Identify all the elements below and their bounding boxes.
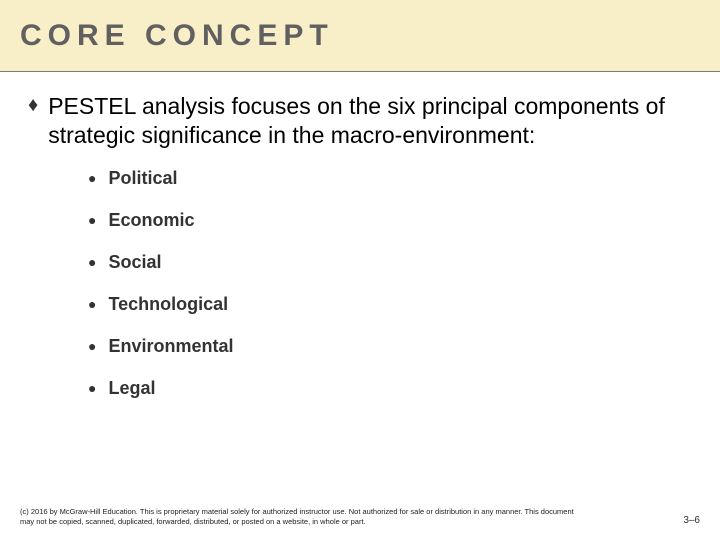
main-text: PESTEL analysis focuses on the six princ… (48, 92, 684, 150)
list-item: ● Political (88, 168, 684, 189)
dot-bullet-icon: ● (88, 254, 96, 270)
footer: (c) 2016 by McGraw-Hill Education. This … (20, 507, 700, 526)
dot-bullet-icon: ● (88, 212, 96, 228)
sub-label: Economic (108, 210, 194, 231)
dot-bullet-icon: ● (88, 296, 96, 312)
list-item: ● Technological (88, 294, 684, 315)
page-number: 3–6 (683, 515, 700, 526)
sub-label: Technological (108, 294, 228, 315)
dot-bullet-icon: ● (88, 380, 96, 396)
diamond-bullet-icon: ♦ (28, 92, 38, 118)
copyright-text: (c) 2016 by McGraw-Hill Education. This … (20, 507, 580, 526)
content-area: ♦ PESTEL analysis focuses on the six pri… (0, 72, 720, 399)
slide-title: CORE CONCEPT (20, 19, 334, 53)
sub-label: Political (108, 168, 177, 189)
list-item: ● Economic (88, 210, 684, 231)
list-item: ● Social (88, 252, 684, 273)
sub-list: ● Political ● Economic ● Social ● Techno… (54, 168, 684, 399)
sub-label: Environmental (108, 336, 233, 357)
header-band: CORE CONCEPT (0, 0, 720, 72)
dot-bullet-icon: ● (88, 338, 96, 354)
list-item: ● Legal (88, 378, 684, 399)
main-bullet-row: ♦ PESTEL analysis focuses on the six pri… (54, 92, 684, 150)
list-item: ● Environmental (88, 336, 684, 357)
dot-bullet-icon: ● (88, 170, 96, 186)
sub-label: Social (108, 252, 161, 273)
sub-label: Legal (108, 378, 155, 399)
